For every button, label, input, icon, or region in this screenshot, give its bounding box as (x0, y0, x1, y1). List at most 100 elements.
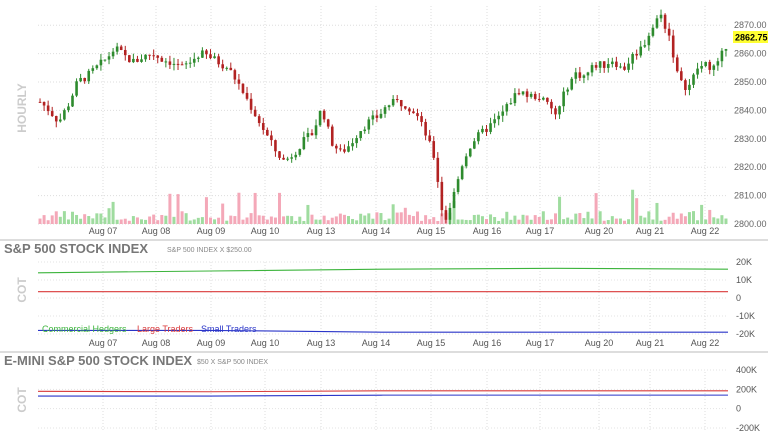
volume-bar (131, 216, 135, 224)
candle-body (509, 103, 513, 105)
volume-bar (517, 219, 521, 224)
candle-body (404, 106, 407, 109)
volume-bar (42, 215, 46, 224)
candle-body (562, 91, 565, 107)
volume-bar (659, 220, 663, 224)
volume-bar (493, 217, 497, 224)
y-tick-label: 2870.00 (734, 20, 767, 30)
candle-body (643, 45, 647, 47)
volume-bar (367, 213, 371, 224)
volume-bar (420, 220, 424, 224)
candle-body (67, 106, 70, 111)
volume-bar (355, 220, 359, 224)
volume-bar (655, 202, 659, 224)
volume-bar (436, 220, 440, 224)
x-tick-label: Aug 10 (251, 338, 280, 348)
candle-body (570, 78, 574, 90)
candle-body (566, 89, 569, 92)
volume-bar (257, 215, 261, 224)
volume-bar (213, 219, 217, 224)
candle-body (46, 105, 50, 112)
volume-bar (651, 219, 655, 224)
axes: 2870.00 2860.00 2850.00 2840.00 2830.00 2820.… (0, 20, 768, 432)
volume-bar (180, 211, 184, 224)
candle-body (464, 156, 468, 167)
x-tick-label: Aug 08 (142, 338, 171, 348)
candle-body (574, 72, 578, 79)
volume-bar (440, 213, 444, 224)
candle-body (546, 97, 549, 102)
candle-body (103, 59, 107, 61)
volume-bar (704, 219, 708, 224)
candle-body (505, 104, 509, 112)
candle-body (310, 133, 314, 136)
volume-bar (233, 216, 237, 224)
candle-body (395, 98, 399, 101)
candle-body (156, 55, 160, 58)
candle-body (598, 61, 602, 68)
candle-body (209, 54, 212, 59)
candle-body (412, 111, 415, 114)
x-tick-label: Aug 16 (473, 338, 502, 348)
candle-body (123, 49, 127, 56)
x-tick-label: Aug 22 (691, 338, 720, 348)
volume-bar (545, 219, 549, 224)
candle-body (594, 65, 598, 68)
volume-bar (156, 220, 160, 224)
candle-body (521, 91, 525, 95)
volume-bar (160, 214, 164, 224)
candle-body (675, 57, 679, 72)
candle-body (367, 119, 371, 130)
volume-bar (485, 219, 488, 224)
candle-body (87, 70, 91, 82)
volume-bar (675, 218, 679, 224)
volume-bar (322, 215, 326, 224)
candle-body (318, 110, 322, 126)
candle-body (54, 116, 58, 122)
volume-bar (383, 220, 387, 224)
candle-body (144, 54, 147, 60)
volume-bar (456, 219, 460, 224)
candle-body (529, 93, 533, 97)
volume-bar (627, 219, 631, 224)
volume-bar (570, 219, 574, 224)
volume-bar (286, 215, 290, 224)
candle-body (497, 115, 500, 120)
volume-bar (164, 215, 168, 224)
candle-body (533, 93, 537, 99)
candle-body (525, 91, 529, 97)
candle-body (371, 115, 375, 120)
candle-body (436, 157, 440, 182)
candle-body (257, 116, 261, 124)
volume-bar (87, 216, 91, 224)
candle-body (647, 35, 651, 46)
x-tick-label: Aug 09 (197, 338, 226, 348)
volume-bar (241, 219, 245, 224)
volume-bar (606, 220, 610, 224)
candle-body (172, 63, 176, 65)
candle-body (473, 141, 476, 149)
cot2-title: E-MINI S&P 500 STOCK INDEX (4, 353, 192, 368)
x-tick-label: Aug 08 (142, 226, 171, 236)
volume-bar (62, 211, 66, 224)
volume-bar (379, 213, 383, 224)
volume-bar (566, 217, 570, 224)
volume-bar (391, 204, 395, 224)
cot1-y-tick: 10K (736, 275, 752, 285)
volume-bar (38, 218, 42, 224)
volume-bar (302, 220, 306, 224)
volume-bar (586, 211, 590, 224)
candle-body (286, 158, 289, 160)
candle-body (119, 46, 123, 50)
x-tick-label: Aug 16 (473, 226, 502, 236)
volume-bar (594, 193, 598, 224)
candle-body (379, 113, 383, 118)
grid-lines (38, 6, 728, 432)
candle-body (221, 64, 224, 69)
volume-bar (371, 218, 375, 224)
cot2-y-tick: -200K (736, 423, 760, 432)
cot1-series-line (37, 267, 729, 274)
cot2-series-line (37, 390, 728, 393)
volume-bar (395, 212, 399, 224)
